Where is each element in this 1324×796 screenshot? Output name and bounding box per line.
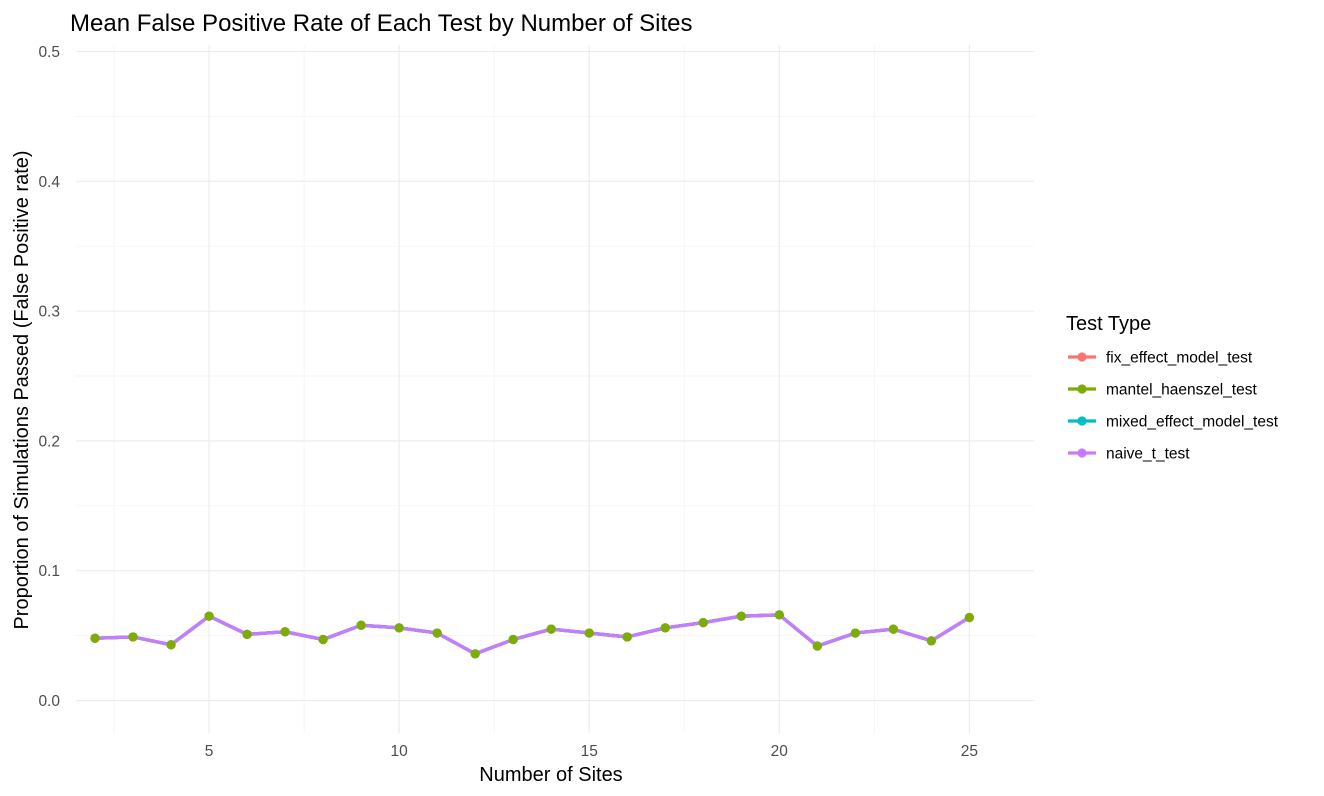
legend-item-mantel_haenszel_test: mantel_haenszel_test	[1068, 382, 1257, 399]
chart-title: Mean False Positive Rate of Each Test by…	[70, 10, 693, 37]
legend-item-naive_t_test: naive_t_test	[1068, 446, 1190, 463]
data-point-mantel_haenszel_test	[698, 618, 708, 628]
legend-key-point	[1077, 448, 1087, 458]
data-point-mantel_haenszel_test	[888, 624, 898, 634]
data-point-mantel_haenszel_test	[508, 634, 518, 645]
data-point-mantel_haenszel_test	[356, 620, 366, 630]
grid	[76, 45, 1034, 733]
data-point-mantel_haenszel_test	[470, 649, 480, 659]
data-point-mantel_haenszel_test	[660, 623, 670, 633]
y-tick-label: 0.4	[38, 174, 60, 191]
legend-item-mixed_effect_model_test: mixed_effect_model_test	[1068, 414, 1279, 431]
y-tick-label: 0.1	[38, 563, 60, 580]
series-lines	[94, 613, 971, 656]
data-point-mantel_haenszel_test	[280, 627, 290, 637]
data-point-mantel_haenszel_test	[964, 612, 974, 623]
y-tick-label: 0.3	[38, 304, 60, 321]
data-point-mantel_haenszel_test	[774, 610, 784, 620]
data-point-mantel_haenszel_test	[850, 628, 860, 638]
y-axis-title: Proportion of Simulations Passed (False …	[11, 150, 33, 629]
y-tick-label: 0.2	[38, 433, 60, 450]
data-point-mantel_haenszel_test	[166, 640, 176, 650]
data-point-mantel_haenszel_test	[394, 623, 404, 633]
data-point-mantel_haenszel_test	[204, 611, 214, 621]
x-axis-ticks: 5 10 15 20 25	[205, 743, 978, 760]
legend-item-fix_effect_model_test: fix_effect_model_test	[1068, 350, 1253, 367]
x-tick-label: 5	[205, 743, 214, 760]
legend-label: fix_effect_model_test	[1106, 350, 1253, 367]
legend-label: mixed_effect_model_test	[1106, 414, 1279, 431]
x-tick-label: 20	[771, 743, 789, 760]
x-tick-label: 25	[961, 743, 978, 760]
x-axis-title: Number of Sites	[479, 764, 622, 786]
x-tick-label: 10	[391, 743, 409, 760]
x-tick-label: 15	[581, 743, 598, 760]
y-tick-label: 0.5	[38, 44, 60, 61]
series-points	[90, 610, 974, 659]
data-point-mantel_haenszel_test	[432, 628, 442, 638]
legend-key-point	[1077, 416, 1087, 426]
legend-items: fix_effect_model_test mantel_haenszel_tes…	[1068, 350, 1279, 463]
data-point-mantel_haenszel_test	[812, 641, 822, 651]
legend-label: mantel_haenszel_test	[1106, 382, 1257, 399]
data-point-mantel_haenszel_test	[926, 636, 936, 646]
y-tick-label: 0.0	[38, 693, 60, 710]
legend-key-point	[1077, 384, 1087, 394]
legend-label: naive_t_test	[1106, 446, 1190, 463]
data-point-mantel_haenszel_test	[128, 632, 138, 642]
data-point-mantel_haenszel_test	[736, 611, 746, 621]
legend: Test Type fix_effect_model_test mantel_ha…	[1066, 313, 1279, 463]
data-point-mantel_haenszel_test	[242, 629, 252, 639]
series-line-naive_t_test	[94, 613, 971, 656]
legend-key-point	[1077, 352, 1087, 362]
data-point-mantel_haenszel_test	[90, 633, 100, 643]
y-axis-ticks: 0.0 0.1 0.2 0.3 0.4 0.5	[38, 44, 60, 710]
data-point-mantel_haenszel_test	[584, 628, 594, 638]
data-point-mantel_haenszel_test	[318, 634, 328, 645]
data-point-mantel_haenszel_test	[622, 632, 632, 642]
legend-title: Test Type	[1066, 313, 1151, 335]
data-point-mantel_haenszel_test	[546, 624, 556, 634]
